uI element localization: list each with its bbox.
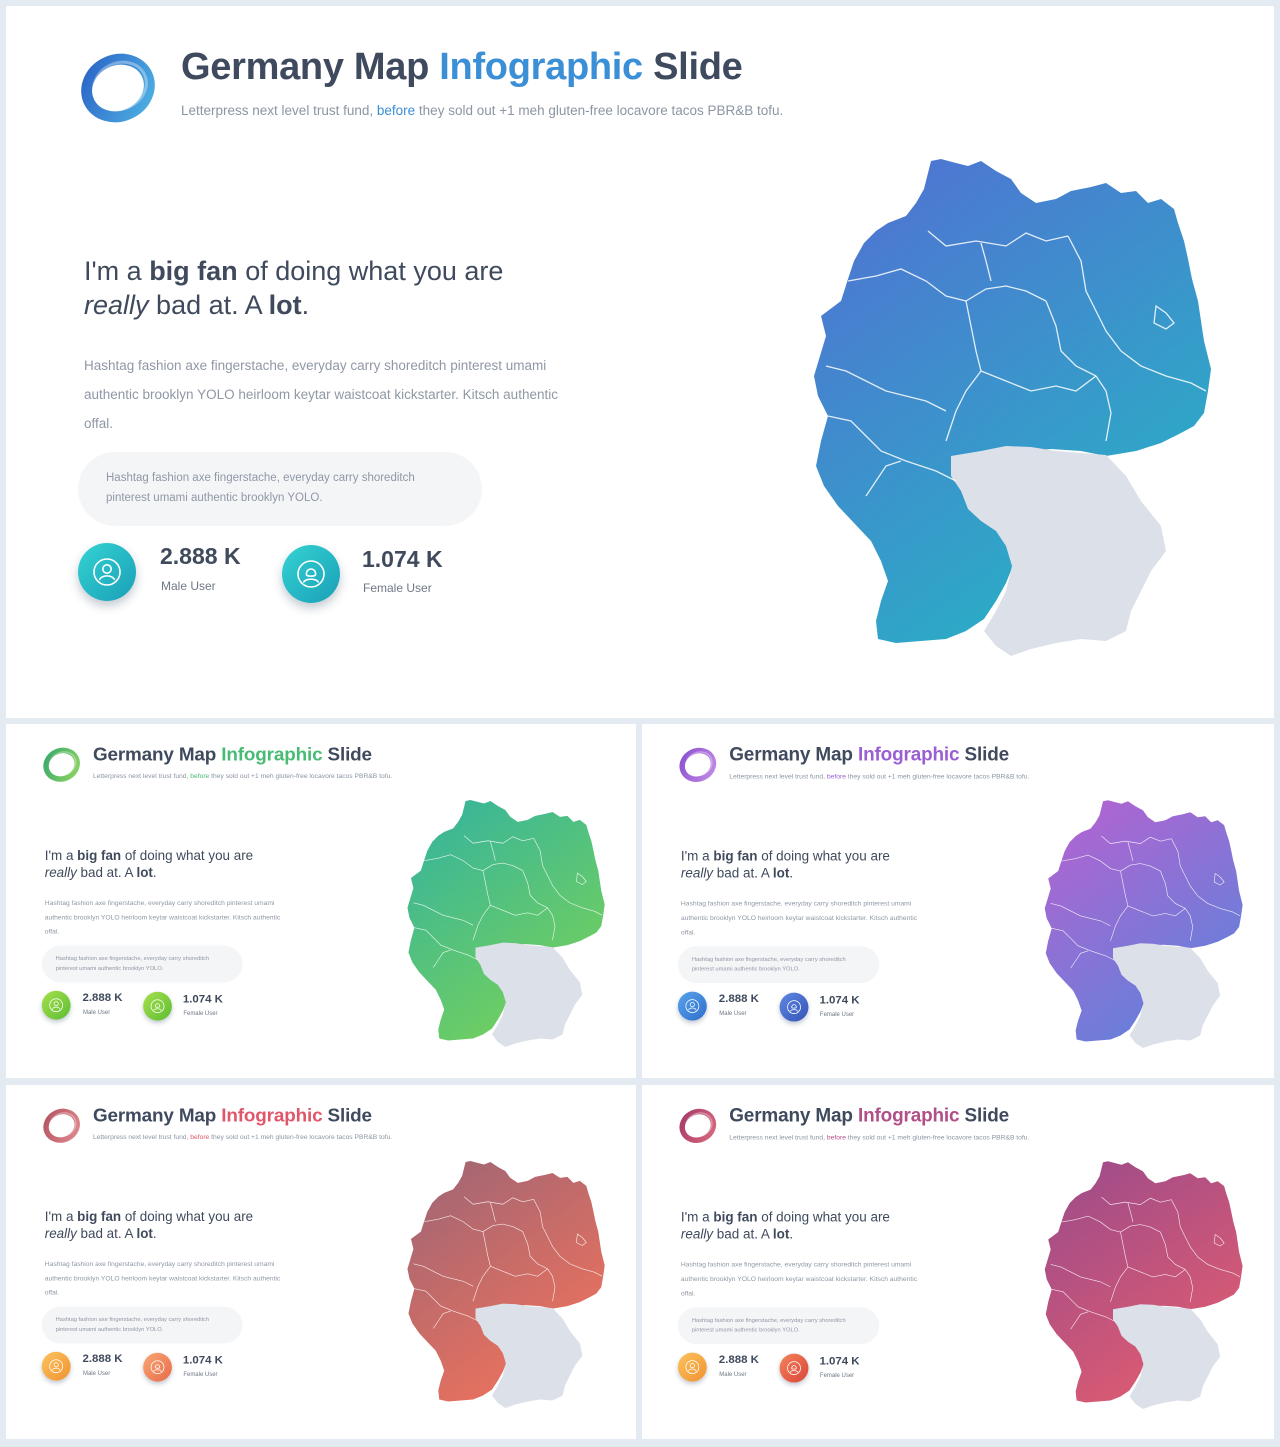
slide-purple[interactable]: Germany Map Infographic Slide Letterpres… [642,724,1274,1078]
male-user-icon [78,543,136,601]
logo-ring-icon [43,1108,80,1143]
slide-berry[interactable]: Germany Map Infographic Slide Letterpres… [642,1085,1274,1439]
male-user-label: Male User [161,579,216,593]
female-user-value: 1.074 K [819,993,860,1007]
slide-title: Germany Map Infographic Slide [181,46,743,88]
germany-map [814,159,1211,656]
logo-ring-icon [81,53,155,123]
male-user-icon [41,990,71,1020]
female-user-icon [282,545,340,603]
slide-title: Germany Map Infographic Slide [92,743,372,765]
headline: I'm a big fan of doing what you are real… [44,1209,254,1242]
female-user-icon [143,991,172,1021]
germany-map [1044,1161,1243,1409]
quote-box: Hashtag fashion axe fingerstache, everyd… [677,946,880,984]
germany-outline [814,159,1211,643]
slide-subtitle: Letterpress next level trust fund, befor… [92,1133,393,1141]
slide-subtitle: Letterpress next level trust fund, befor… [729,772,1030,780]
female-user-label: Female User [363,581,432,595]
female-user-value: 1.074 K [362,546,443,572]
germany-outline [407,1161,605,1402]
female-user-value: 1.074 K [182,1353,223,1367]
male-user-label: Male User [719,1009,747,1017]
male-user-label: Male User [719,1370,747,1378]
headline: I'm a big fan of doing what you are real… [680,848,890,881]
slide-title: Germany Map Infographic Slide [92,1104,372,1126]
slide-coral[interactable]: Germany Map Infographic Slide Letterpres… [6,1085,636,1439]
germany-map [407,800,605,1047]
male-user-label: Male User [83,1008,111,1016]
logo-ring-icon [679,747,717,782]
germany-outline [407,800,605,1041]
slide-title: Germany Map Infographic Slide [729,1104,1010,1126]
logo-ring-icon [679,1108,717,1143]
body-paragraph: Hashtag fashion axe fingerstache, everyd… [680,899,918,936]
male-user-label: Male User [83,1369,111,1377]
quote-box: Hashtag fashion axe fingerstache, everyd… [41,1306,243,1344]
female-user-label: Female User [819,1010,855,1018]
germany-map [407,1161,605,1408]
male-user-value: 2.888 K [718,991,759,1005]
male-user-value: 2.888 K [160,543,241,569]
male-user-value: 2.888 K [718,1352,759,1366]
male-user-icon [677,1352,707,1382]
female-user-label: Female User [819,1371,855,1379]
slide-subtitle: Letterpress next level trust fund, befor… [92,772,393,780]
female-user-icon [143,1352,172,1382]
female-user-label: Female User [183,1009,218,1017]
bavaria-region [951,446,1166,656]
body-paragraph: Hashtag fashion axe fingerstache, everyd… [680,1260,918,1297]
male-user-value: 2.888 K [82,990,123,1004]
slide-blue[interactable]: Germany Map Infographic Slide Letterpres… [6,6,1274,718]
title-accent: Infographic [439,46,643,88]
title-accent: Infographic [857,743,960,765]
body-paragraph: Hashtag fashion axe fingerstache, everyd… [84,358,558,431]
slide-green[interactable]: Germany Map Infographic Slide Letterpres… [6,724,636,1078]
male-user-icon [41,1351,71,1381]
quote-box: Hashtag fashion axe fingerstache, everyd… [41,945,243,983]
headline: I'm a big fan of doing what you are real… [44,848,254,881]
female-user-value: 1.074 K [819,1354,860,1368]
female-user-icon [779,992,809,1022]
headline: I'm a big fan of doing what you are real… [84,256,504,320]
title-accent: Infographic [221,743,323,765]
bavaria-region [475,942,583,1047]
bavaria-region [1113,943,1221,1048]
germany-outline [1044,800,1243,1042]
female-user-label: Female User [183,1370,218,1378]
quote-box: Hashtag fashion axe fingerstache, everyd… [677,1307,880,1345]
logo-ring-icon [43,747,80,782]
bavaria-region [1113,1304,1221,1409]
quote-box: Hashtag fashion axe fingerstache, everyd… [78,452,482,526]
male-user-icon [677,991,707,1021]
body-paragraph: Hashtag fashion axe fingerstache, everyd… [44,898,281,936]
headline: I'm a big fan of doing what you are real… [680,1209,890,1242]
title-accent: Infographic [857,1104,960,1126]
germany-map [1044,800,1243,1048]
body-paragraph: Hashtag fashion axe fingerstache, everyd… [44,1259,281,1297]
female-user-value: 1.074 K [182,992,223,1006]
slide-subtitle: Letterpress next level trust fund, befor… [729,1133,1030,1141]
slide-subtitle: Letterpress next level trust fund, befor… [181,103,784,118]
female-user-icon [779,1353,809,1383]
male-user-value: 2.888 K [82,1351,123,1365]
slide-title: Germany Map Infographic Slide [729,743,1010,765]
bavaria-region [475,1303,583,1408]
germany-outline [1044,1161,1243,1403]
title-accent: Infographic [221,1104,323,1126]
